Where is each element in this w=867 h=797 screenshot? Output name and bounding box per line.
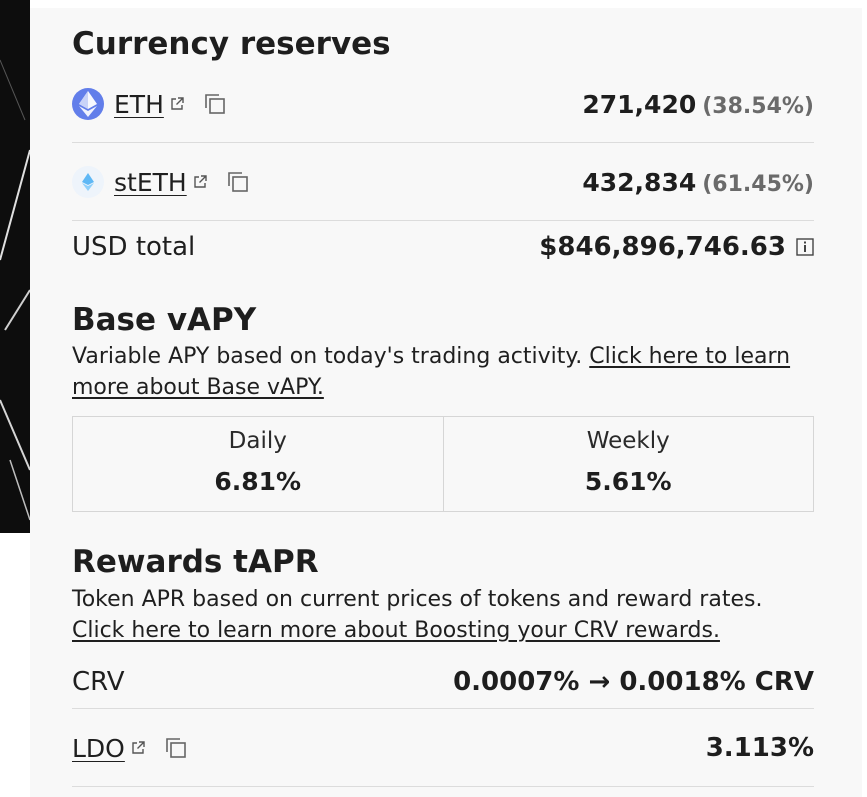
- ethereum-logo-icon: [72, 88, 104, 120]
- vapy-weekly-label: Weekly: [586, 428, 670, 454]
- vapy-daily-value: 6.81%: [214, 467, 302, 496]
- eth-amount: 271,420: [582, 89, 697, 119]
- steth-token-link[interactable]: stETH: [114, 167, 187, 197]
- copy-icon[interactable]: [165, 737, 187, 759]
- reward-row-crv: CRV 0.0007% → 0.0018% CRV: [72, 656, 814, 709]
- base-vapy-description: Variable APY based on today's trading ac…: [72, 341, 814, 403]
- crv-boost-learn-more-link[interactable]: Click here to learn more about Boosting …: [72, 618, 720, 643]
- currency-reserves-heading: Currency reserves: [72, 26, 391, 62]
- ldo-token-link[interactable]: LDO: [72, 733, 125, 763]
- crv-reward-value: 0.0007% → 0.0018% CRV: [453, 667, 814, 697]
- pool-details-panel: Currency reserves ETH: [30, 8, 862, 797]
- base-vapy-heading: Base vAPY: [72, 302, 257, 338]
- copy-icon[interactable]: [227, 171, 249, 193]
- rewards-tapr-description-text: Token APR based on current prices of tok…: [72, 587, 763, 612]
- background-artwork: [0, 0, 30, 533]
- base-vapy-learn-more-link[interactable]: Click here to learn more about Base vAPY…: [72, 344, 791, 400]
- rewards-tapr-heading: Rewards tAPR: [72, 544, 319, 580]
- external-link-icon[interactable]: [193, 175, 207, 189]
- reserve-row-steth: stETH 432,834 (61.45%): [72, 144, 814, 221]
- copy-icon[interactable]: [204, 93, 226, 115]
- ldo-reward-value: 3.113%: [705, 733, 814, 763]
- eth-token-link[interactable]: ETH: [114, 89, 164, 119]
- steth-percent: (61.45%): [702, 171, 814, 197]
- vapy-table: Daily 6.81% Weekly 5.61%: [72, 416, 814, 512]
- eth-percent: (38.54%): [702, 93, 814, 119]
- info-icon[interactable]: [796, 238, 814, 256]
- vapy-weekly-cell: Weekly 5.61%: [442, 417, 814, 511]
- external-link-icon[interactable]: [170, 97, 184, 111]
- external-link-icon[interactable]: [131, 741, 145, 755]
- steth-amount: 432,834: [582, 167, 697, 197]
- vapy-weekly-value: 5.61%: [584, 467, 672, 496]
- steth-logo-icon: [72, 166, 104, 198]
- vapy-daily-label: Daily: [228, 428, 287, 454]
- crv-label: CRV: [72, 667, 125, 697]
- usd-total-row: USD total $846,896,746.63: [72, 222, 814, 272]
- usd-total-label: USD total: [72, 232, 196, 262]
- rewards-tapr-description: Token APR based on current prices of tok…: [72, 584, 814, 646]
- usd-total-value: $846,896,746.63: [539, 232, 786, 262]
- base-vapy-description-text: Variable APY based on today's trading ac…: [72, 344, 590, 369]
- reserve-row-eth: ETH 271,420 (38.54%): [72, 66, 814, 143]
- reward-row-ldo: LDO 3.113%: [72, 710, 814, 787]
- vapy-daily-cell: Daily 6.81%: [73, 417, 443, 511]
